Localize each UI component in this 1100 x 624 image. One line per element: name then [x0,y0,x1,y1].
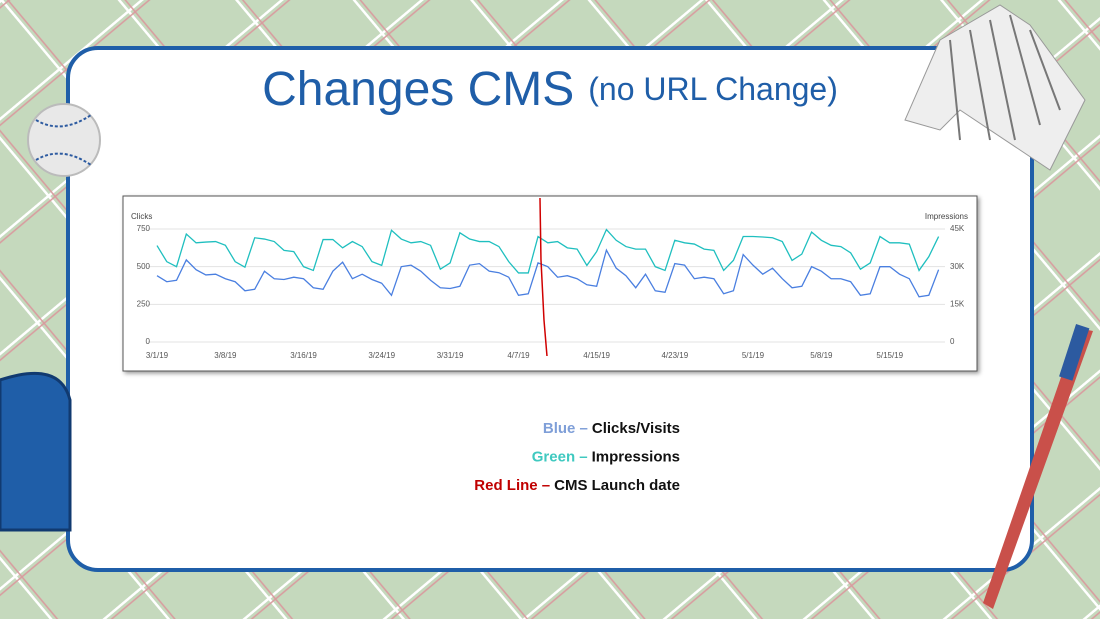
x-tick-label: 5/8/19 [810,351,833,360]
y2-tick-label: 30K [950,262,965,271]
series-line [156,248,940,298]
note: Green – Impressions [532,448,680,465]
x-tick-label: 3/24/19 [368,351,395,360]
y2-axis-title: Impressions [925,212,968,221]
y2-tick-label: 0 [950,337,955,346]
y-tick-label: 750 [137,224,151,233]
x-tick-label: 5/1/19 [742,351,765,360]
note-text: Clicks/Visits [592,420,680,437]
launch-line [539,197,548,357]
chart-frame [122,195,978,372]
y2-tick-label: 15K [950,299,965,308]
x-tick-label: 4/7/19 [507,351,530,360]
bat [983,324,1093,609]
y-tick-label: 0 [146,337,151,346]
x-tick-label: 3/16/19 [290,351,317,360]
baseball [27,103,101,177]
x-tick-label: 3/1/19 [146,351,169,360]
x-tick-label: 3/31/19 [437,351,464,360]
y-axis-title: Clicks [131,212,152,221]
y2-tick-label: 45K [950,224,965,233]
x-tick-label: 3/8/19 [214,351,237,360]
jersey [904,4,1086,171]
y-tick-label: 250 [137,299,151,308]
note: Blue – Clicks/Visits [543,420,680,437]
note-label: Red Line – [474,477,550,494]
note: Red Line – CMS Launch date [474,477,680,494]
note-label: Blue – [543,420,588,437]
note-text: Impressions [592,448,680,465]
slide-title: Changes CMS (no URL Change) [262,63,838,116]
title-sub: (no URL Change) [588,71,838,107]
note-label: Green – [532,448,588,465]
x-tick-label: 4/23/19 [661,351,688,360]
x-tick-label: 5/15/19 [876,351,903,360]
title-main: Changes CMS [262,63,574,116]
x-tick-label: 4/15/19 [583,351,610,360]
series-line [156,228,940,274]
note-text: CMS Launch date [554,477,680,494]
y-tick-label: 500 [137,262,151,271]
glove [0,371,72,532]
